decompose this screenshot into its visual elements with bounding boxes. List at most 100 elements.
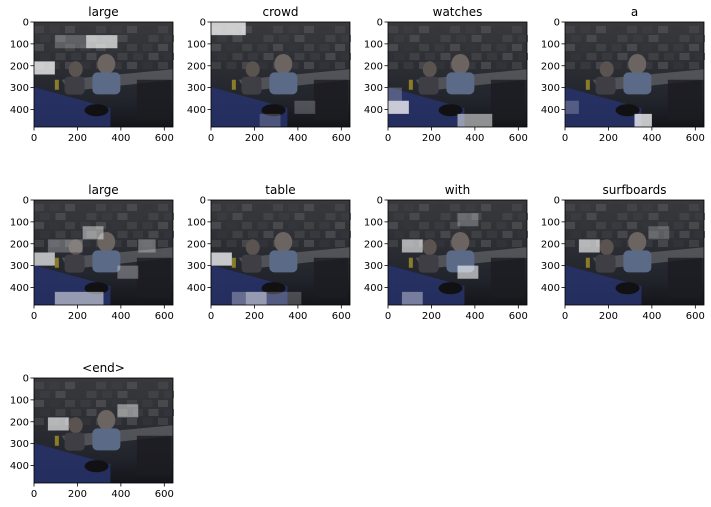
- x-tick-label: 200: [422, 133, 441, 144]
- y-tick-label: 100: [10, 39, 29, 50]
- x-tick-label: 200: [422, 311, 441, 322]
- axes-frame: [33, 377, 174, 484]
- y-tick-label: 200: [541, 61, 560, 72]
- x-tick-label: 0: [385, 311, 391, 322]
- x-tick-label: 200: [599, 133, 618, 144]
- axes-frame: [564, 199, 705, 306]
- y-tick-label: 0: [554, 18, 560, 29]
- x-tick-label: 200: [68, 489, 87, 500]
- x-tick-label: 600: [686, 133, 705, 144]
- y-tick-label: 400: [541, 283, 560, 294]
- x-tick-label: 400: [465, 311, 484, 322]
- panel-title: a: [631, 5, 638, 19]
- y-tick-label: 300: [541, 261, 560, 272]
- x-tick-label: 600: [155, 133, 174, 144]
- y-tick-label: 300: [364, 83, 383, 94]
- x-tick-label: 0: [562, 133, 568, 144]
- x-tick-label: 200: [245, 133, 264, 144]
- x-tick-label: 600: [509, 311, 528, 322]
- attention-highlight: [211, 252, 232, 266]
- x-tick-label: 200: [68, 311, 87, 322]
- attention-highlight: [266, 291, 302, 305]
- panel-title: watches: [433, 5, 483, 19]
- attention-panel: 0 200 400 600 0 100 200 300 400 large: [10, 5, 174, 144]
- panel-title: surfboards: [603, 183, 667, 197]
- attention-highlight: [388, 87, 402, 101]
- y-tick-label: 400: [541, 105, 560, 116]
- attention-highlight: [34, 61, 55, 75]
- x-tick-label: 400: [111, 311, 130, 322]
- y-tick-label: 0: [377, 18, 383, 29]
- x-tick-label: 0: [31, 489, 37, 500]
- y-tick-label: 300: [10, 83, 29, 94]
- y-tick-label: 300: [187, 261, 206, 272]
- x-tick-label: 400: [288, 311, 307, 322]
- y-tick-label: 100: [10, 395, 29, 406]
- x-tick-label: 400: [642, 133, 661, 144]
- axes-frame: [387, 199, 528, 306]
- y-tick-label: 300: [10, 261, 29, 272]
- y-tick-label: 200: [364, 61, 383, 72]
- attention-highlight: [54, 291, 104, 305]
- y-tick-label: 200: [187, 239, 206, 250]
- y-tick-label: 400: [10, 461, 29, 472]
- y-tick-label: 400: [364, 105, 383, 116]
- attention-panel: 0 200 400 600 0 100 200 300 400 watches: [364, 5, 528, 144]
- x-tick-label: 400: [111, 133, 130, 144]
- x-tick-label: 0: [208, 311, 214, 322]
- x-tick-label: 0: [31, 133, 37, 144]
- x-tick-label: 400: [465, 133, 484, 144]
- attention-panel: 0 200 400 600 0 100 200 300 400 a: [541, 5, 705, 144]
- attention-highlight: [259, 113, 281, 127]
- y-tick-label: 100: [364, 39, 383, 50]
- attention-highlight: [117, 404, 139, 418]
- attention-highlight: [82, 226, 104, 240]
- panel-title: <end>: [82, 361, 125, 375]
- attention-highlight: [138, 239, 156, 253]
- y-tick-label: 400: [187, 105, 206, 116]
- y-tick-label: 400: [10, 283, 29, 294]
- attention-panel: 0 200 400 600 0 100 200 300 400 table: [187, 183, 351, 322]
- attention-highlight: [457, 265, 479, 279]
- attention-panel: 0 200 400 600 0 100 200 300 400 crowd: [187, 5, 351, 144]
- axes-frame: [210, 21, 351, 128]
- attention-highlight: [47, 417, 69, 431]
- x-tick-label: 0: [31, 311, 37, 322]
- x-tick-label: 600: [155, 311, 174, 322]
- attention-highlight: [54, 35, 87, 49]
- panel-title: large: [88, 5, 118, 19]
- x-tick-label: 400: [642, 311, 661, 322]
- y-tick-label: 100: [541, 39, 560, 50]
- y-tick-label: 200: [187, 61, 206, 72]
- axes-frame: [33, 21, 174, 128]
- x-tick-label: 600: [332, 311, 351, 322]
- y-tick-label: 200: [10, 417, 29, 428]
- x-tick-label: 200: [599, 311, 618, 322]
- y-tick-label: 0: [23, 374, 29, 385]
- attention-highlight: [245, 291, 267, 305]
- x-tick-label: 400: [111, 489, 130, 500]
- y-tick-label: 100: [187, 217, 206, 228]
- y-tick-label: 100: [541, 217, 560, 228]
- x-tick-label: 600: [686, 311, 705, 322]
- attention-highlight: [231, 291, 246, 305]
- attention-panel: 0 200 400 600 0 100 200 300 400 with: [364, 183, 528, 322]
- x-tick-label: 0: [562, 311, 568, 322]
- axes-frame: [564, 21, 705, 128]
- axes-frame: [387, 21, 528, 128]
- y-tick-label: 200: [541, 239, 560, 250]
- y-tick-label: 100: [364, 217, 383, 228]
- y-tick-label: 0: [377, 196, 383, 207]
- panel-title: with: [445, 183, 470, 197]
- y-tick-label: 200: [364, 239, 383, 250]
- panel-title: large: [88, 183, 118, 197]
- attention-highlight: [565, 100, 579, 114]
- attention-highlight: [401, 291, 423, 305]
- x-tick-label: 0: [208, 133, 214, 144]
- y-tick-label: 400: [187, 283, 206, 294]
- attention-panel: 0 200 400 600 0 100 200 300 400 large: [10, 183, 174, 322]
- y-tick-label: 300: [10, 439, 29, 450]
- y-tick-label: 400: [10, 105, 29, 116]
- attention-highlight: [578, 239, 600, 253]
